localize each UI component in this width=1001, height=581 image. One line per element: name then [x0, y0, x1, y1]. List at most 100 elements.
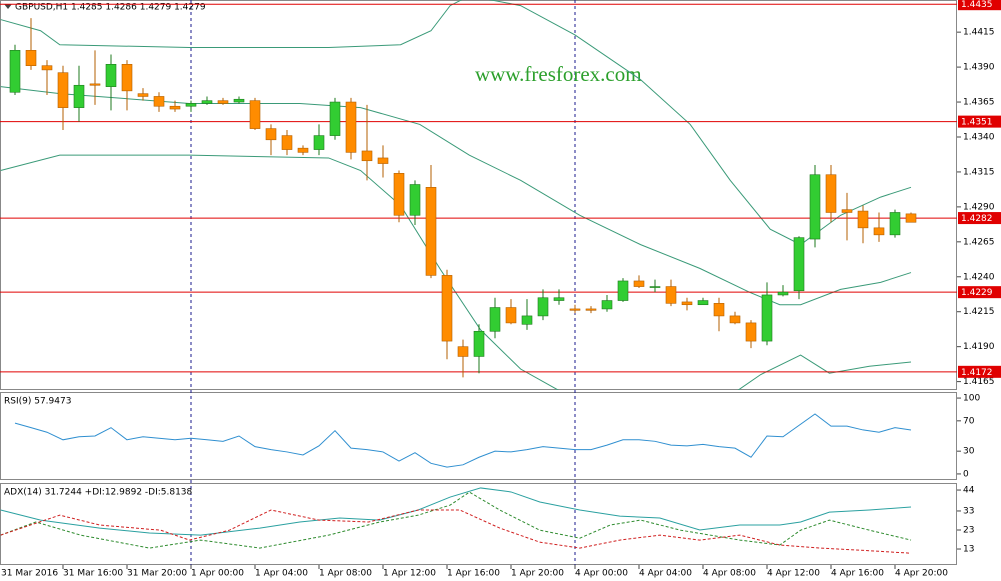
x-tick-label: 4 Apr 00:00 [575, 569, 628, 579]
candle-body [745, 322, 757, 342]
rsi-plot [14, 413, 912, 468]
x-tick-label: 4 Apr 12:00 [767, 569, 820, 579]
x-tick-label: 31 Mar 16:00 [63, 569, 123, 579]
candle-body [393, 173, 405, 216]
x-tick-label: 1 Apr 16:00 [447, 569, 500, 579]
candle-body [281, 135, 293, 150]
candle-body [73, 84, 85, 108]
candle-body [313, 135, 325, 150]
candle-body [41, 65, 53, 71]
candle-body [201, 100, 213, 104]
y-tick-label: 1.4415 [963, 28, 995, 38]
y-tick-label: 44 [963, 486, 975, 496]
level-label-box [958, 365, 1001, 378]
y-tick-label: 1.4290 [963, 202, 995, 212]
candle-body [793, 237, 805, 292]
chart-title: GBPUSD,H1 1.4285 1.4286 1.4279 1.4279 [15, 3, 206, 13]
candle-body [633, 280, 645, 287]
symbol-icon [4, 4, 12, 9]
candle-body [25, 50, 37, 66]
candle-body [489, 307, 501, 332]
candle-body [185, 103, 197, 107]
candle-body [441, 275, 453, 342]
y-tick-label: 1.4165 [963, 377, 995, 387]
adx-plot [0, 487, 912, 554]
candle-body [889, 212, 901, 236]
candle-body [137, 93, 149, 97]
indicator-line [0, 487, 912, 536]
candle-body [617, 280, 629, 301]
candle-body [809, 174, 821, 240]
y-tick-label: 1.4190 [963, 342, 995, 352]
candle-body [105, 64, 117, 87]
candle-body [473, 330, 485, 357]
y-tick-label: 33 [963, 506, 974, 516]
level-label: 1.4435 [961, 0, 993, 10]
candle-body [121, 64, 133, 92]
candle-body [521, 315, 533, 325]
candle-body [841, 209, 853, 213]
y-tick-label: 1.4340 [963, 132, 995, 142]
level-label-box [958, 0, 1001, 11]
y-tick-label: 1.4240 [963, 272, 995, 282]
candle-body [777, 291, 789, 296]
candle-body [553, 297, 565, 301]
candle-body [297, 147, 309, 153]
level-label: 1.4282 [961, 214, 993, 224]
candle-body [377, 157, 389, 164]
level-label: 1.4172 [961, 368, 993, 378]
level-label: 1.4229 [961, 288, 993, 298]
y-tick-label: 1.4265 [963, 237, 995, 247]
bollinger-band [0, 86, 912, 306]
x-tick-label: 31 Mar 2016 [1, 569, 58, 579]
candle-body [361, 150, 373, 162]
y-tick-label: 23 [963, 525, 974, 535]
y-tick-label: 1.4365 [963, 98, 995, 108]
candle-body [249, 100, 261, 129]
candle-body [57, 72, 69, 108]
candle-body [537, 297, 549, 317]
x-tick-label: 31 Mar 20:00 [127, 569, 187, 579]
candle-body [665, 286, 677, 304]
candle-body [649, 286, 661, 288]
y-tick-label: 70 [963, 416, 975, 426]
candle-body [233, 98, 245, 103]
candle-body [409, 184, 421, 216]
x-tick-label: 4 Apr 16:00 [831, 569, 884, 579]
bollinger-band [0, 154, 912, 390]
candle-body [729, 315, 741, 324]
main-frame [0, 0, 957, 390]
x-tick-label: 4 Apr 04:00 [639, 569, 692, 579]
candle-body [505, 307, 517, 324]
rsi-line [14, 413, 912, 468]
candle-body [217, 100, 229, 104]
candle-body [89, 83, 101, 86]
y-tick-label: 13 [963, 545, 974, 555]
x-tick-label: 1 Apr 12:00 [383, 569, 436, 579]
level-label-box [958, 286, 1001, 299]
x-tick-label: 1 Apr 00:00 [191, 569, 244, 579]
candle-body [825, 174, 837, 213]
watermark: www.fresforex.com [475, 62, 642, 86]
candle-body [873, 227, 885, 236]
indicator-line [0, 509, 912, 554]
candle-body [153, 96, 165, 107]
rsi-title: RSI(9) 57.9473 [4, 397, 71, 407]
y-tick-label: 0 [963, 469, 969, 479]
candle-body [345, 101, 357, 153]
candle-body [857, 210, 869, 229]
candle-body [569, 308, 581, 311]
x-tick-label: 4 Apr 08:00 [703, 569, 756, 579]
y-tick-label: 1.4315 [963, 167, 995, 177]
candle-body [601, 300, 613, 310]
x-tick-label: 4 Apr 20:00 [895, 569, 948, 579]
x-tick-label: 1 Apr 20:00 [511, 569, 564, 579]
candle-body [905, 213, 917, 223]
adx-frame [0, 483, 957, 565]
candle-body [761, 294, 773, 342]
y-tick-label: 30 [963, 447, 975, 457]
